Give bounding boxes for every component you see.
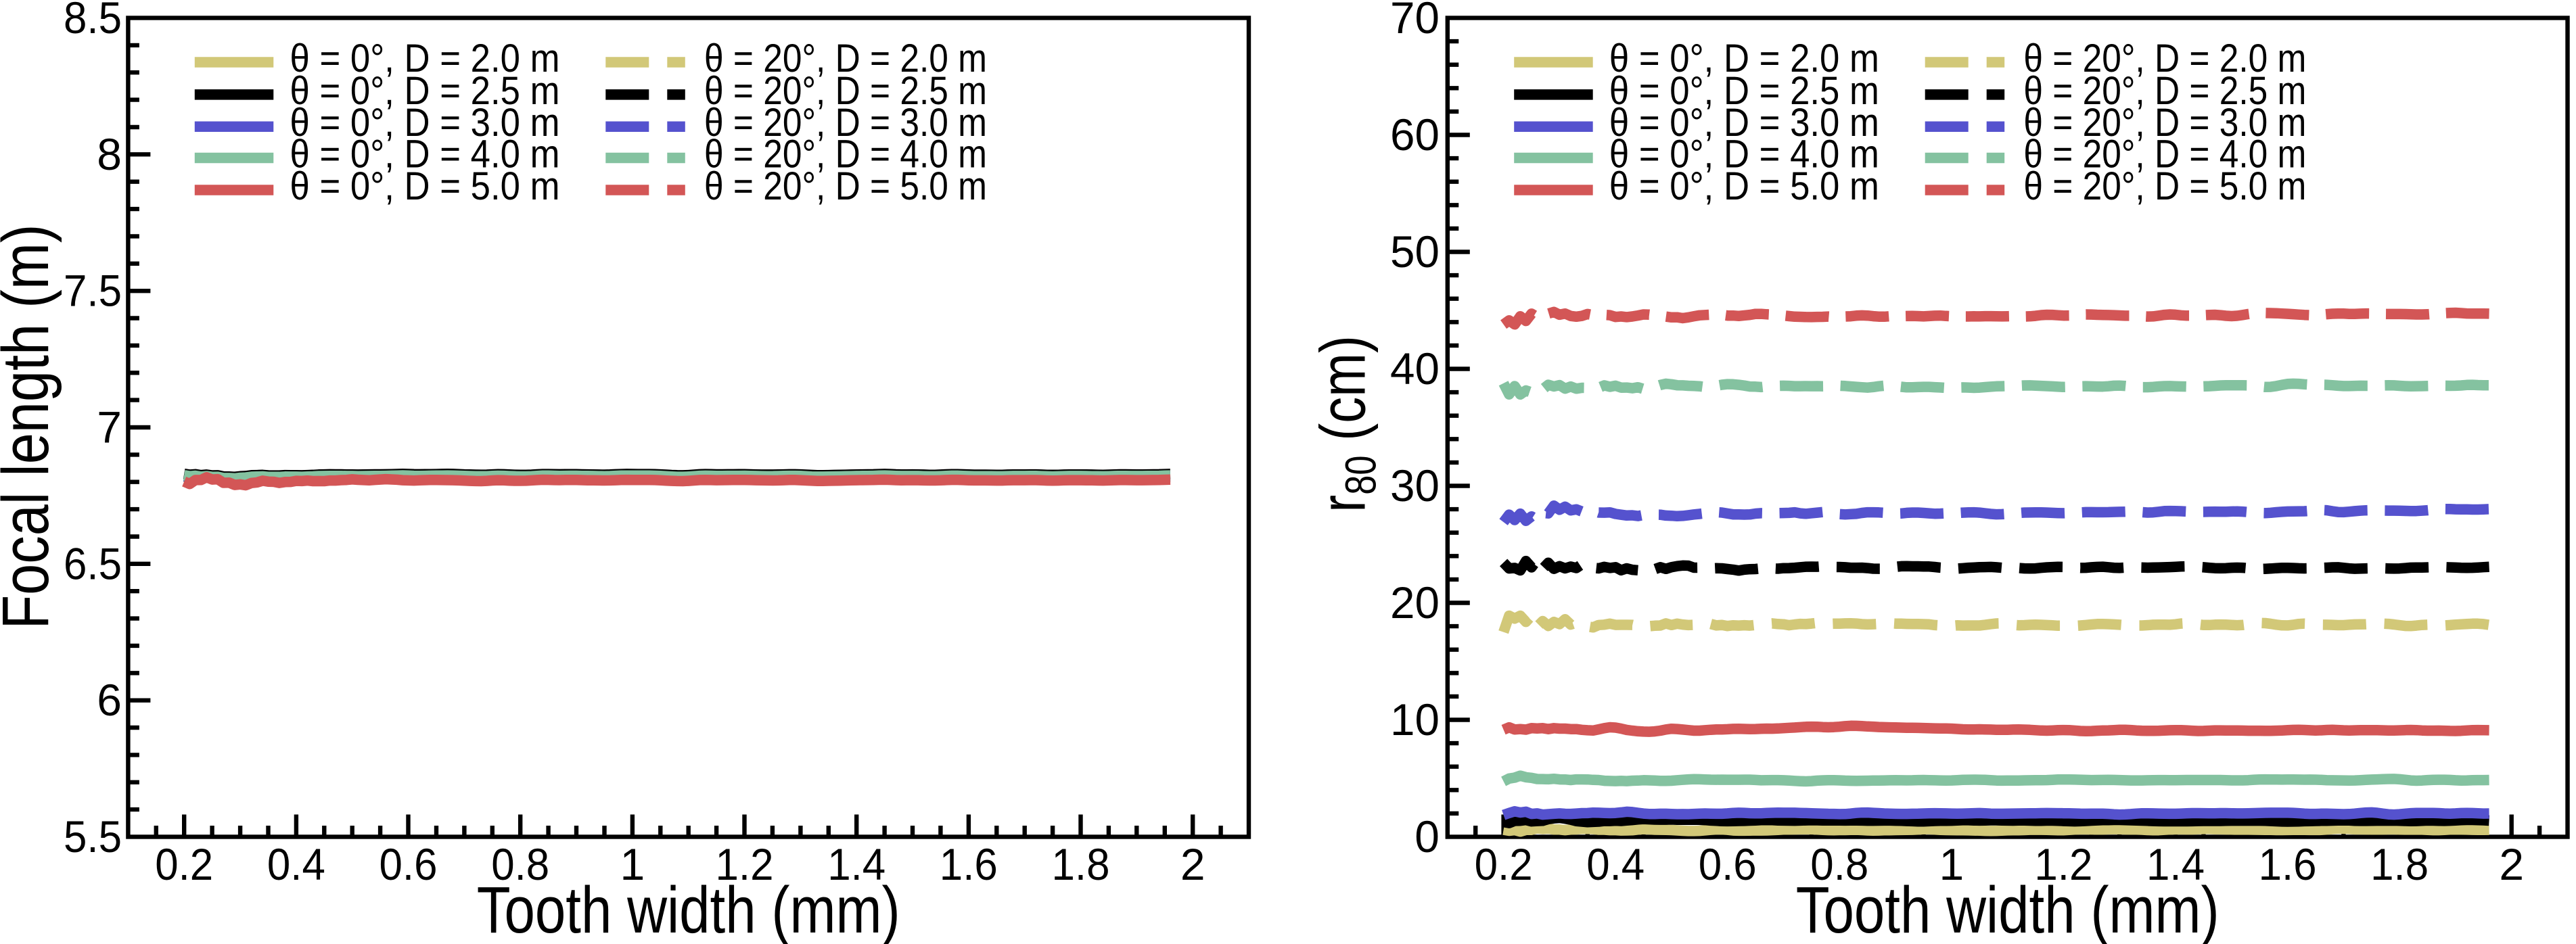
- svg-text:Tooth width (mm): Tooth width (mm): [477, 873, 900, 944]
- svg-text:0.2: 0.2: [1475, 839, 1533, 889]
- svg-text:1.2: 1.2: [716, 839, 774, 889]
- svg-text:θ = 0°, D = 5.0 m: θ = 0°, D = 5.0 m: [1609, 164, 1879, 208]
- svg-text:2: 2: [2499, 839, 2524, 889]
- svg-text:θ = 0°, D = 2.0 m: θ = 0°, D = 2.0 m: [1609, 37, 1879, 80]
- svg-text:θ = 0°, D = 4.0 m: θ = 0°, D = 4.0 m: [1609, 133, 1879, 176]
- svg-text:θ = 0°, D = 5.0 m: θ = 0°, D = 5.0 m: [290, 164, 560, 208]
- svg-text:8: 8: [97, 129, 122, 179]
- svg-text:0: 0: [1414, 811, 1440, 862]
- svg-text:θ = 20°, D = 3.0 m: θ = 20°, D = 3.0 m: [704, 101, 987, 145]
- svg-text:0.4: 0.4: [1586, 839, 1644, 889]
- svg-text:θ = 0°, D = 4.0 m: θ = 0°, D = 4.0 m: [290, 133, 560, 176]
- svg-text:θ = 20°, D = 2.0 m: θ = 20°, D = 2.0 m: [2023, 37, 2306, 80]
- svg-text:0.8: 0.8: [1810, 839, 1868, 889]
- svg-text:1: 1: [620, 839, 645, 889]
- svg-text:5.5: 5.5: [64, 811, 122, 862]
- svg-text:1.6: 1.6: [940, 839, 998, 889]
- svg-text:θ = 20°, D = 2.5 m: θ = 20°, D = 2.5 m: [704, 69, 987, 113]
- svg-text:10: 10: [1390, 694, 1440, 745]
- svg-text:0.4: 0.4: [267, 839, 325, 889]
- svg-text:1.8: 1.8: [1052, 839, 1110, 889]
- svg-text:1.4: 1.4: [827, 839, 886, 889]
- svg-text:1.6: 1.6: [2259, 839, 2317, 889]
- svg-text:θ = 20°, D = 5.0 m: θ = 20°, D = 5.0 m: [704, 164, 987, 208]
- svg-text:6: 6: [97, 675, 122, 725]
- svg-text:8.5: 8.5: [64, 0, 122, 43]
- svg-text:θ = 20°, D = 4.0 m: θ = 20°, D = 4.0 m: [704, 133, 987, 176]
- svg-text:20: 20: [1390, 577, 1440, 628]
- svg-text:30: 30: [1390, 461, 1440, 511]
- svg-text:θ = 0°, D = 2.5 m: θ = 0°, D = 2.5 m: [290, 69, 560, 113]
- svg-text:θ = 20°, D = 2.0 m: θ = 20°, D = 2.0 m: [704, 37, 987, 80]
- svg-text:θ = 0°, D = 3.0 m: θ = 0°, D = 3.0 m: [290, 101, 560, 145]
- svg-text:1.4: 1.4: [2146, 839, 2205, 889]
- svg-text:0.6: 0.6: [380, 839, 438, 889]
- svg-text:θ = 20°, D = 4.0 m: θ = 20°, D = 4.0 m: [2023, 133, 2306, 176]
- svg-text:6.5: 6.5: [64, 538, 122, 588]
- svg-text:θ = 0°, D = 2.0 m: θ = 0°, D = 2.0 m: [290, 37, 560, 80]
- svg-text:θ = 20°, D = 3.0 m: θ = 20°, D = 3.0 m: [2023, 101, 2306, 145]
- svg-text:Focal length (m): Focal length (m): [0, 225, 62, 630]
- svg-text:50: 50: [1390, 227, 1440, 277]
- svg-text:θ = 20°, D = 2.5 m: θ = 20°, D = 2.5 m: [2023, 69, 2306, 113]
- svg-text:Tooth width (mm): Tooth width (mm): [1796, 873, 2220, 944]
- svg-text:40: 40: [1390, 344, 1440, 394]
- svg-text:2: 2: [1180, 839, 1205, 889]
- svg-text:1.2: 1.2: [2034, 839, 2092, 889]
- svg-text:θ = 0°, D = 2.5 m: θ = 0°, D = 2.5 m: [1609, 69, 1879, 113]
- svg-text:0.2: 0.2: [155, 839, 213, 889]
- svg-text:0.6: 0.6: [1699, 839, 1757, 889]
- svg-text:7: 7: [97, 402, 122, 452]
- svg-text:70: 70: [1390, 0, 1440, 43]
- svg-text:60: 60: [1390, 110, 1440, 160]
- svg-text:0.8: 0.8: [491, 839, 549, 889]
- svg-text:θ = 0°, D = 3.0 m: θ = 0°, D = 3.0 m: [1609, 101, 1879, 145]
- svg-text:θ = 20°, D = 5.0 m: θ = 20°, D = 5.0 m: [2023, 164, 2306, 208]
- svg-text:7.5: 7.5: [64, 266, 122, 316]
- svg-text:1: 1: [1939, 839, 1964, 889]
- svg-text:1.8: 1.8: [2370, 839, 2429, 889]
